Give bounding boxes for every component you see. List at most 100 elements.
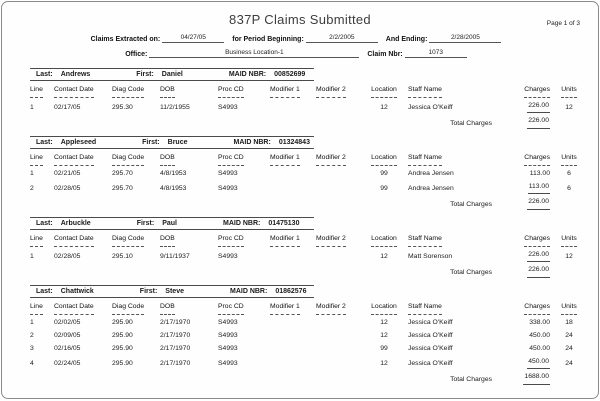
cell-staff: Jessica O'Keiff <box>408 319 453 326</box>
cell-contact_date: 02/28/05 <box>54 253 81 260</box>
column-header-diag_code: Diag Code <box>112 233 160 247</box>
cell-charges: 226.00 <box>496 249 554 262</box>
cell-location: 12 <box>380 104 388 111</box>
table-row: 2 02/09/05 295.90 2/17/1970 S4993 12 Jessica O… <box>30 330 576 341</box>
column-header-units: Units <box>554 233 588 247</box>
cell-contact_date: 02/16/05 <box>54 345 81 352</box>
maid-nbr-value: 01324843 <box>278 139 310 146</box>
cell-line: 1 <box>30 170 34 177</box>
cell-proc_cd: S4993 <box>218 332 238 339</box>
maid-nbr-label: MAID NBR: <box>228 71 267 78</box>
column-header-contact_date: Contact Date <box>54 233 112 247</box>
column-header-modifier2: Modifier 2 <box>316 301 364 315</box>
column-header-dob: DOB <box>160 152 218 166</box>
column-header-proc_cd: Proc CD <box>218 301 270 315</box>
section-header: Last: Arbuckle First: Paul MAID NBR: 014… <box>30 218 576 229</box>
column-header-staff: Staff Name <box>408 301 496 315</box>
column-header-line: Line <box>30 301 54 315</box>
column-header-row: Line Contact Date Diag Code DOB Proc CD Modif… <box>30 233 577 247</box>
maid-nbr-value: 00852699 <box>274 71 306 78</box>
section-divider <box>30 217 314 218</box>
first-name-label: First: <box>142 139 160 146</box>
column-header-line: Line <box>30 84 54 98</box>
column-header-proc_cd: Proc CD <box>218 152 270 166</box>
cell-units: 24 <box>565 332 573 339</box>
section-divider <box>30 68 314 69</box>
total-charges-value: 226.00 <box>496 264 554 278</box>
maid-nbr-label: MAID NBR: <box>223 220 261 227</box>
column-header-modifier2: Modifier 2 <box>316 152 364 166</box>
column-header-charges: Charges <box>496 152 554 166</box>
claims-table: Last: Andrews First: Daniel MAID NBR: 00… <box>2 64 598 385</box>
maid-nbr-value: 01475130 <box>268 220 300 227</box>
cell-diag_code: 295.90 <box>112 345 133 352</box>
cell-line: 3 <box>30 345 34 352</box>
total-charges-value: 226.00 <box>496 115 554 129</box>
section-header-divider <box>30 80 314 81</box>
office-label: Office: <box>125 51 148 58</box>
section-header-divider <box>30 148 314 149</box>
column-header-location: Location <box>364 233 408 247</box>
cell-dob: 4/8/1953 <box>160 185 187 192</box>
cell-charges: 450.00 <box>529 345 550 352</box>
column-header-modifier1: Modifier 1 <box>270 152 316 166</box>
cell-contact_date: 02/21/05 <box>54 170 81 177</box>
column-header-row: Line Contact Date Diag Code DOB Proc CD Modif… <box>30 152 577 166</box>
table-row: 2 02/28/05 295.70 4/8/1953 S4993 99 Andrea Jen… <box>30 181 576 194</box>
column-header-line: Line <box>30 152 54 166</box>
cell-line: 2 <box>30 332 34 339</box>
cell-dob: 9/11/1937 <box>160 253 190 260</box>
cell-charges: 113.00 <box>529 170 550 177</box>
cell-dob: 4/8/1953 <box>160 170 187 177</box>
cell-proc_cd: S4993 <box>218 360 238 367</box>
column-header-line: Line <box>30 233 54 247</box>
last-name-value: Andrews <box>60 71 91 78</box>
cell-line: 2 <box>30 185 34 192</box>
period-beginning-label: for Period Beginning: <box>232 36 304 43</box>
cell-location: 99 <box>380 170 388 177</box>
cell-diag_code: 295.70 <box>112 170 133 177</box>
column-header-units: Units <box>554 301 588 315</box>
claim-section: Last: Andrews First: Daniel MAID NBR: 00… <box>30 68 577 129</box>
cell-location: 99 <box>380 185 388 192</box>
cell-location: 12 <box>380 360 388 367</box>
table-row: 4 02/24/05 295.90 2/17/1970 S4993 12 Jessica O… <box>30 356 576 369</box>
cell-proc_cd: S4993 <box>218 319 238 326</box>
column-header-staff: Staff Name <box>408 233 496 247</box>
first-name-value: Paul <box>162 220 177 227</box>
cell-dob: 2/17/1970 <box>160 332 191 339</box>
period-beginning-value: 2/2/2005 <box>305 34 378 43</box>
report-meta-line-2: Office: Business Location-1 Claim Nbr: 1… <box>2 49 598 58</box>
and-ending-label: And Ending: <box>385 36 428 43</box>
cell-proc_cd: S4993 <box>218 253 238 260</box>
column-header-charges: Charges <box>496 301 554 315</box>
maid-nbr-label: MAID NBR: <box>229 288 268 295</box>
cell-contact_date: 02/28/05 <box>54 185 81 192</box>
cell-location: 12 <box>380 332 388 339</box>
column-header-dob: DOB <box>160 84 218 98</box>
claim-section: Last: Chattwick First: Steve MAID NBR: 0… <box>30 285 577 385</box>
cell-units: 18 <box>565 319 573 326</box>
claim-section: Last: Appleseed First: Bruce MAID NBR: 0… <box>30 136 577 210</box>
column-header-modifier2: Modifier 2 <box>316 233 364 247</box>
column-header-modifier2: Modifier 2 <box>316 84 364 98</box>
cell-line: 1 <box>30 104 34 111</box>
section-header: Last: Chattwick First: Steve MAID NBR: 0… <box>30 286 576 297</box>
cell-diag_code: 295.90 <box>112 319 133 326</box>
cell-staff: Jessica O'Keiff <box>408 345 453 352</box>
cell-line: 4 <box>30 360 34 367</box>
cell-location: 99 <box>380 345 388 352</box>
cell-units: 6 <box>567 185 571 192</box>
first-name-label: First: <box>139 288 158 295</box>
column-header-dob: DOB <box>160 233 218 247</box>
total-charges-value: 1688.00 <box>496 371 554 385</box>
section-header: Last: Andrews First: Daniel MAID NBR: 00… <box>30 69 576 80</box>
column-header-row: Line Contact Date Diag Code DOB Proc CD Modif… <box>30 301 577 315</box>
first-name-value: Daniel <box>161 71 183 78</box>
claim-nbr-label: Claim Nbr: <box>367 51 403 58</box>
first-name-label: First: <box>136 71 154 78</box>
table-row: 1 02/28/05 295.10 9/11/1937 S4993 12 Matt Sore… <box>30 249 576 262</box>
cell-staff: Andrea Jensen <box>408 185 454 192</box>
cell-charges: 450.00 <box>496 356 554 369</box>
